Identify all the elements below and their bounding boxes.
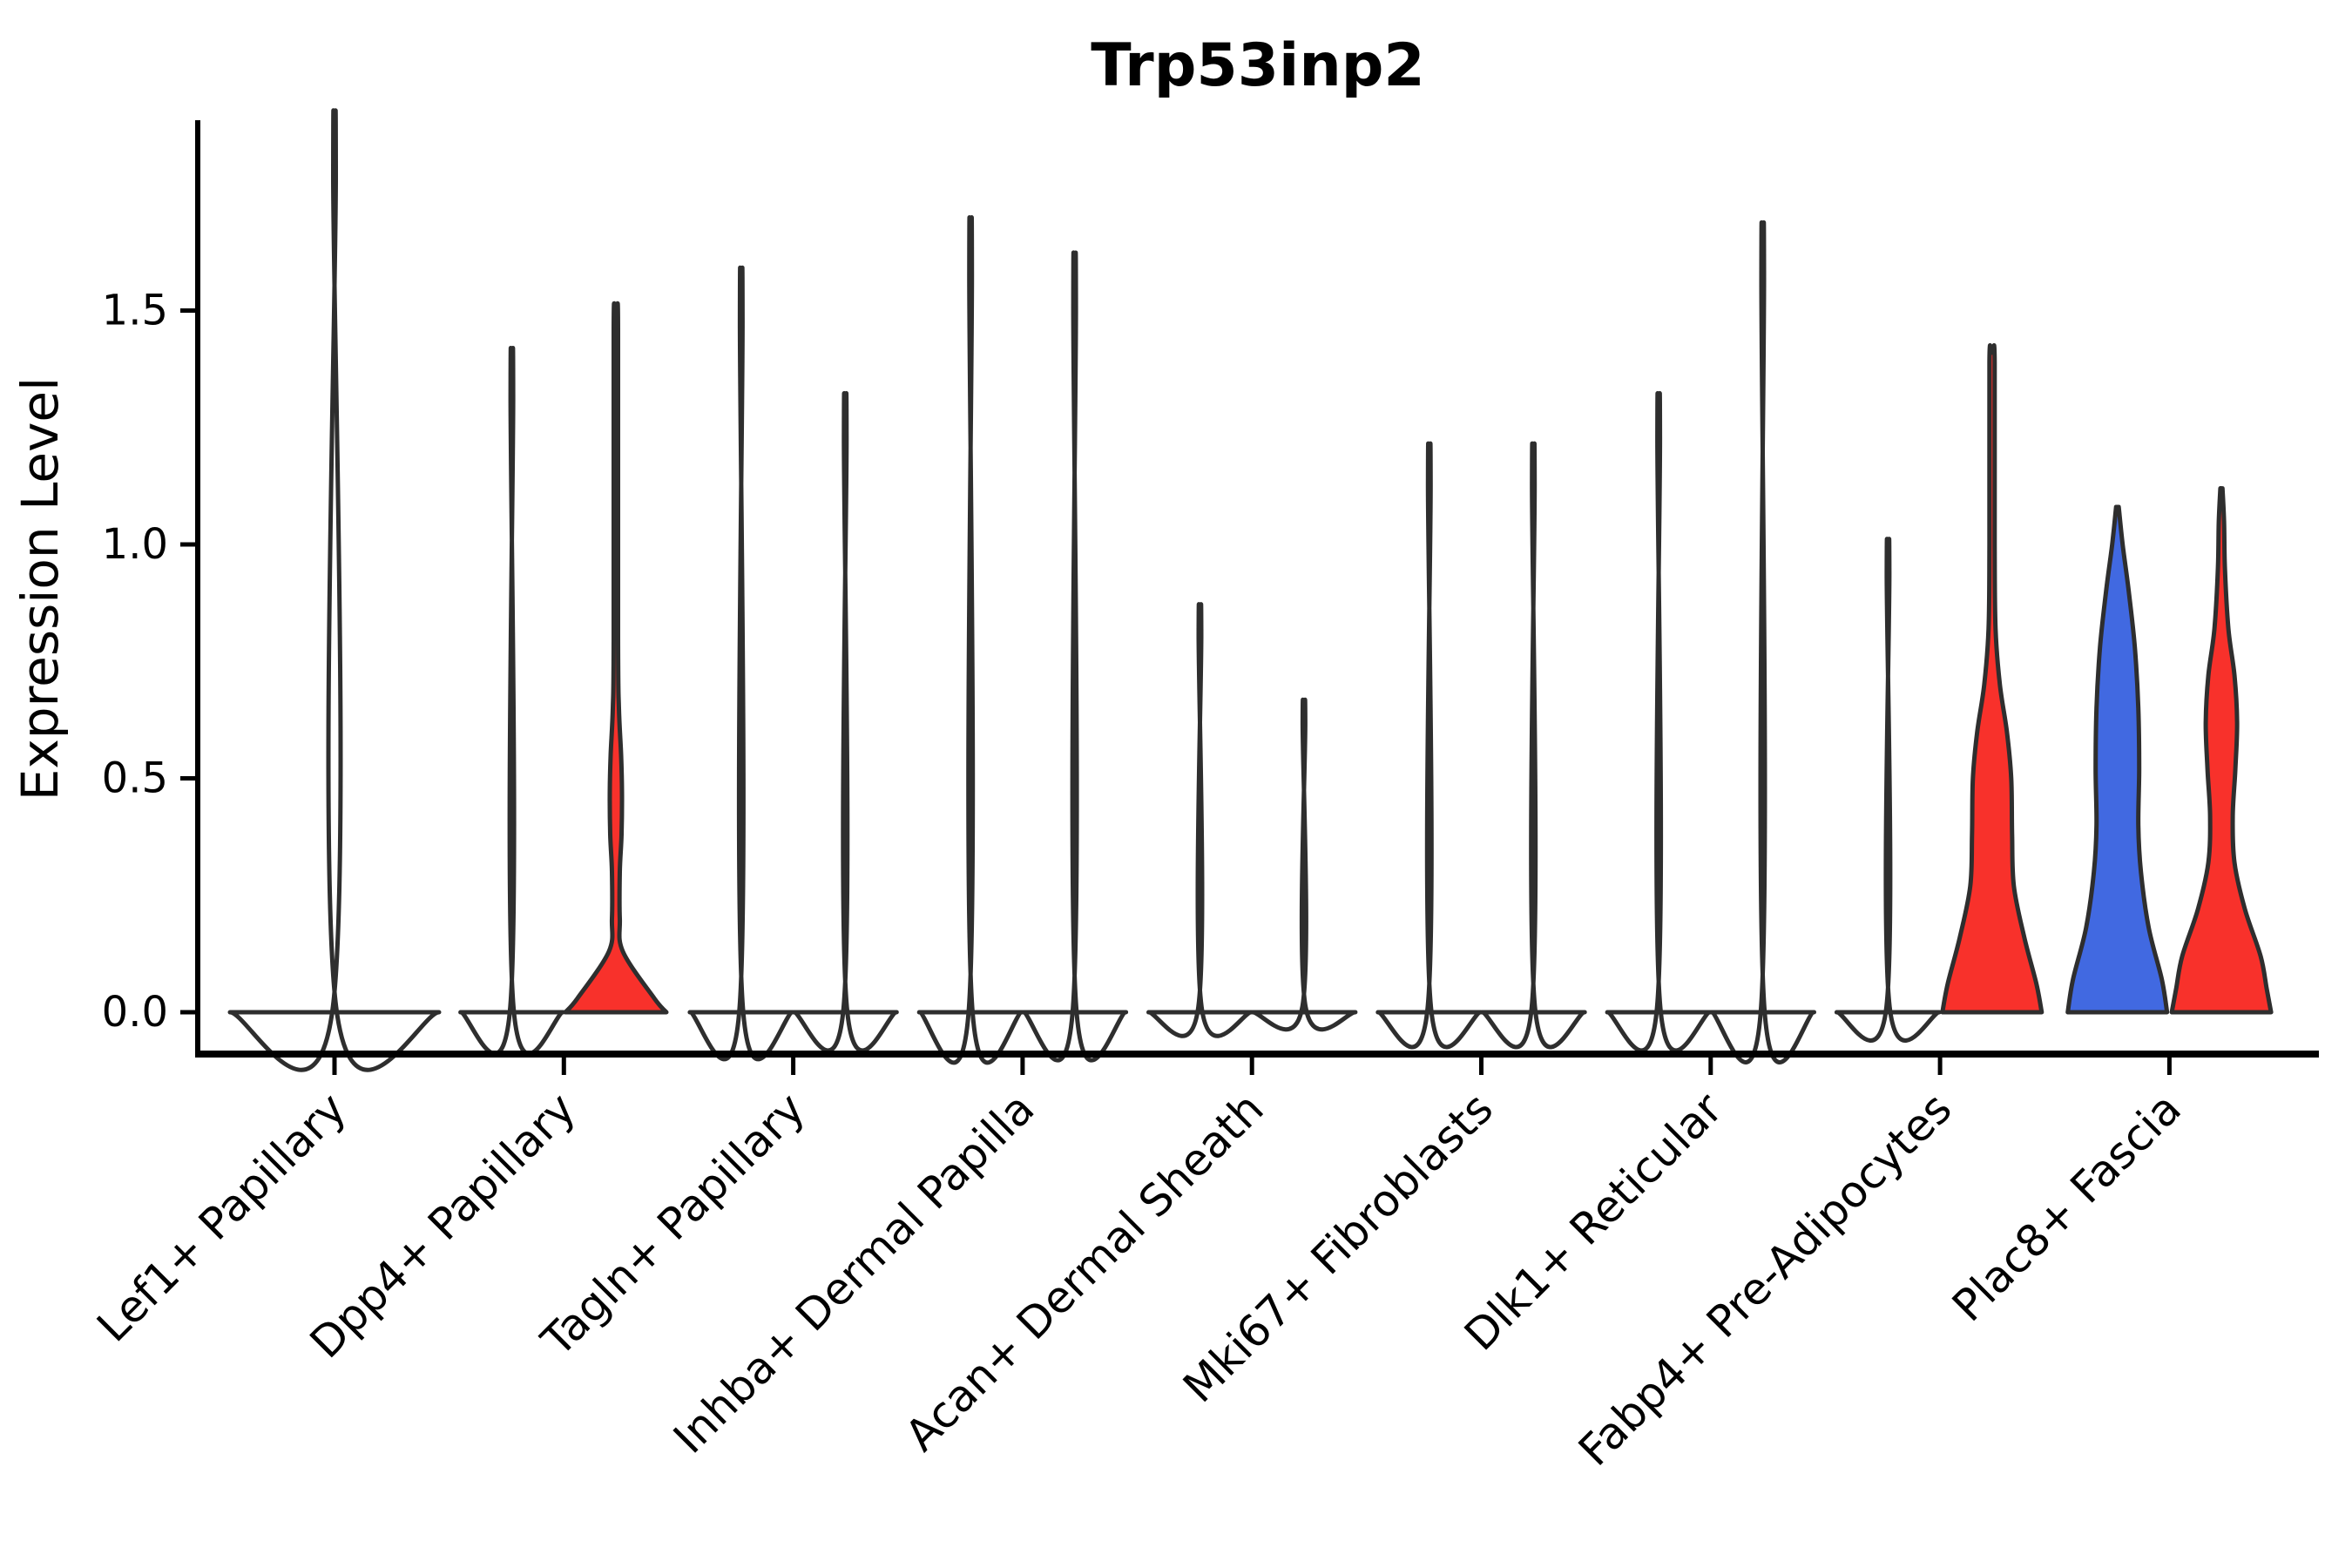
y-tick-label: 1.0 — [102, 520, 168, 569]
violins-layer — [227, 108, 2274, 1072]
violin-dlk1-reticular-left — [1605, 390, 1713, 1053]
violin-inhba-dermal-papilla-left — [916, 215, 1024, 1065]
violin-tagln-papillary-left — [687, 265, 795, 1062]
y-tick-labels: 0.0 0.5 1.0 1.5 — [102, 287, 168, 1037]
plot-title: Trp53inp2 — [1091, 31, 1424, 100]
violin-plac8-fascia-right — [2169, 486, 2274, 1015]
violin-fabp4-pre-adipocytes-left — [1834, 537, 1942, 1043]
violin-inhba-dermal-papilla-right — [1021, 250, 1129, 1063]
violin-fabp4-pre-adipocytes-right — [1940, 343, 2044, 1015]
violin-mki67-fibroblasts-right — [1479, 441, 1587, 1050]
axes-layer — [180, 120, 2319, 1075]
y-tick-label: 0.5 — [102, 754, 168, 803]
violin-lef1-papillary-single — [227, 108, 442, 1072]
violin-acan-dermal-sheath-right — [1250, 697, 1358, 1032]
y-tick-label: 0.0 — [102, 988, 168, 1037]
x-tick-label-plac8-fascia: Plac8+ Fascia — [1943, 1083, 2191, 1331]
violin-tagln-papillary-right — [791, 390, 899, 1053]
x-tick-label-fabp4-pre-adipocytes: Fabp4+ Pre-Adipocytes — [1569, 1083, 1962, 1476]
x-tick-label-lef1-papillary: Lef1+ Papillary — [87, 1083, 355, 1351]
y-tick-label: 1.5 — [102, 287, 168, 335]
violin-dlk1-reticular-right — [1709, 220, 1816, 1064]
violin-dpp4-papillary-right — [563, 301, 669, 1015]
violin-dpp4-papillary-left — [458, 346, 566, 1056]
violin-acan-dermal-sheath-left — [1146, 602, 1254, 1038]
violin-mki67-fibroblasts-left — [1375, 441, 1484, 1050]
y-axis-label: Expression Level — [10, 377, 70, 801]
violin-plac8-fascia-left — [2065, 504, 2170, 1015]
